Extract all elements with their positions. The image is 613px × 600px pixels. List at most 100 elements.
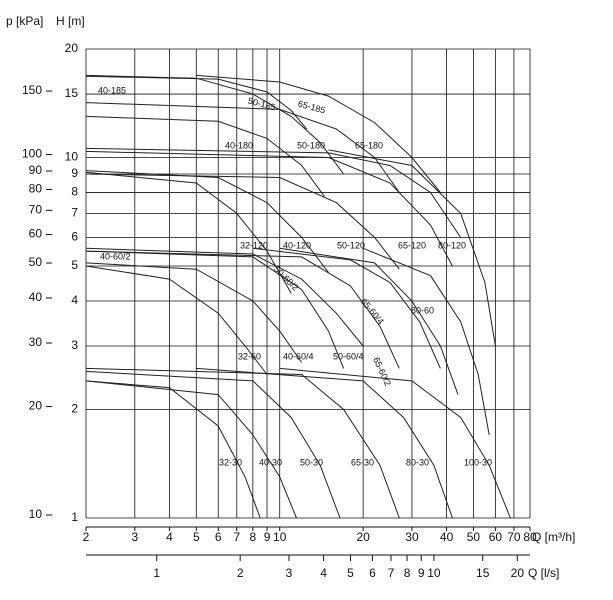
x-tick-label: 10: [273, 530, 287, 544]
curve-label: 32-60: [238, 351, 261, 361]
y-tick-label: 1: [71, 510, 78, 524]
x2-axis-label: Q [l/s]: [528, 566, 559, 580]
pump-curve: [85, 171, 292, 294]
pump-curve: [85, 262, 303, 363]
y2-tick-label: 150: [22, 83, 42, 97]
x-tick-label: 70: [507, 530, 521, 544]
pump-curve: [85, 115, 325, 197]
x-tick-label: 8: [250, 530, 257, 544]
pump-curve: [279, 247, 459, 395]
x2-tick-label: 6: [369, 566, 376, 580]
curve-label: 32-30: [219, 457, 242, 467]
x-tick-label: 6: [215, 530, 222, 544]
curve-label: 50-60/4: [333, 351, 364, 361]
x2-tick-label: 20: [511, 566, 525, 580]
pump-curve: [85, 102, 400, 193]
x-tick-label: 2: [83, 530, 90, 544]
curve-label: 65-30: [351, 457, 374, 467]
y-tick-label: 8: [71, 185, 78, 199]
y-tick-label: 5: [71, 258, 78, 272]
x-tick-label: 9: [264, 530, 271, 544]
x-tick-label: 30: [405, 530, 419, 544]
pump-curve: [252, 247, 441, 369]
curve-label: 65-60/2: [371, 356, 393, 388]
curve-label: 50-30: [300, 457, 323, 467]
x2-tick-label: 7: [388, 566, 395, 580]
x2-tick-label: 5: [347, 566, 354, 580]
y-tick-label: 10: [65, 150, 79, 164]
y2-tick-label: 40: [29, 290, 43, 304]
curve-label: 65-120: [398, 240, 426, 250]
curve-label: 40-120: [283, 240, 311, 250]
curve-label: 32-120: [240, 240, 268, 250]
y2-tick-label: 80: [29, 182, 43, 196]
pump-curve: [328, 149, 496, 347]
y-tick-label: 7: [71, 206, 78, 220]
x2-tick-label: 15: [476, 566, 490, 580]
x-tick-label: 40: [440, 530, 454, 544]
x-axis-label: Q [m³/h]: [532, 530, 575, 544]
x-tick-label: 3: [131, 530, 138, 544]
pump-curve: [85, 173, 400, 270]
x2-tick-label: 8: [404, 566, 411, 580]
y-tick-label: 9: [71, 166, 78, 180]
pump-curve: [85, 147, 462, 238]
pump-curve: [85, 380, 261, 519]
y2-tick-label: 60: [29, 227, 43, 241]
pump-curve: [85, 250, 345, 369]
x-tick-label: 7: [233, 530, 240, 544]
curve-label: 80-60: [411, 305, 434, 315]
pump-curve: [85, 380, 297, 519]
x-tick-label: 20: [356, 530, 370, 544]
curve-label: 65-180: [355, 140, 383, 150]
curve-label: 65-185: [297, 99, 327, 116]
pump-curve: [85, 150, 453, 267]
pump-curve: [85, 370, 341, 519]
y-tick-label: 15: [65, 86, 79, 100]
pump-curve: [85, 74, 345, 175]
x2-tick-label: 9: [418, 566, 425, 580]
pump-curve: [85, 367, 400, 519]
y-tick-label: 4: [71, 293, 78, 307]
y-axis-label: H [m]: [56, 14, 85, 28]
curve-label: 40-30: [259, 457, 282, 467]
y2-tick-label: 50: [29, 255, 43, 269]
pump-curve: [196, 367, 453, 519]
pump-curve: [362, 247, 490, 435]
x2-tick-label: 2: [237, 566, 244, 580]
curve-label: 40-60/2: [100, 251, 131, 261]
x2-tick-label: 4: [320, 566, 327, 580]
x-tick-label: 60: [489, 530, 503, 544]
curve-label: 50-180: [297, 140, 325, 150]
y2-tick-label: 30: [29, 335, 43, 349]
curve-label: 50-60/2: [272, 264, 301, 293]
pump-curve: [279, 367, 511, 519]
y2-tick-label: 20: [29, 399, 43, 413]
y2-axis-label: p [kPa]: [6, 14, 43, 28]
x2-tick-label: 10: [427, 566, 441, 580]
y2-tick-label: 70: [29, 203, 43, 217]
x2-tick-label: 3: [286, 566, 293, 580]
y-tick-label: 2: [71, 402, 78, 416]
curve-label: 50-185: [247, 96, 277, 113]
pump-curve: [85, 265, 268, 375]
x-tick-label: 4: [166, 530, 173, 544]
x-tick-label: 50: [467, 530, 481, 544]
curve-label: 40-180: [225, 140, 253, 150]
y2-tick-label: 10: [29, 507, 43, 521]
y-tick-label: 6: [71, 230, 78, 244]
curve-label: 40-60/4: [283, 351, 314, 361]
pump-curve: [196, 74, 441, 193]
pump-curve: [85, 247, 364, 347]
x2-tick-label: 1: [153, 566, 160, 580]
y-tick-label: 3: [71, 338, 78, 352]
curve-label: 40-185: [98, 85, 126, 95]
curve-label: 100-30: [464, 457, 492, 467]
y2-tick-label: 90: [29, 163, 43, 177]
y2-tick-label: 100: [22, 147, 42, 161]
curve-label: 80-30: [406, 457, 429, 467]
curve-label: 50-120: [337, 240, 365, 250]
x-tick-label: 5: [193, 530, 200, 544]
pump-curve: [85, 250, 400, 369]
